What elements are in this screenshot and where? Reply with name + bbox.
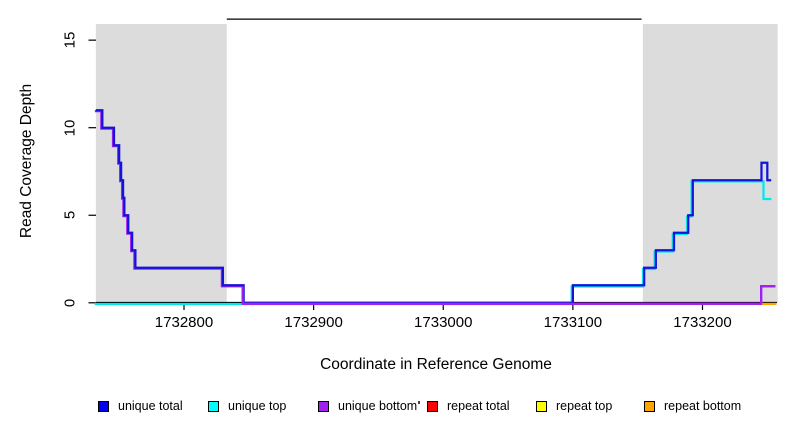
series-line-unique-bottom [241, 285, 776, 305]
right-shaded-region [642, 24, 778, 303]
x-tick-label: 1733100 [543, 314, 603, 331]
y-tick-label: 5 [61, 211, 79, 220]
left-shaded-region [95, 24, 227, 303]
x-axis-title: Coordinate in Reference Genome [320, 356, 552, 373]
y-tick-label: 15 [61, 31, 79, 49]
series-line-unique-top [94, 180, 772, 306]
y-axis-title: Read Coverage Depth [18, 83, 35, 239]
x-tick-label: 1733200 [673, 314, 732, 331]
x-tick-label: 1732800 [154, 314, 214, 331]
x-tick-label: 1733000 [414, 314, 473, 331]
y-tick-label: 0 [61, 298, 79, 307]
series-line-unique-total [95, 109, 772, 304]
y-tick-label: 10 [61, 119, 79, 137]
x-tick-label: 1732900 [284, 314, 343, 331]
